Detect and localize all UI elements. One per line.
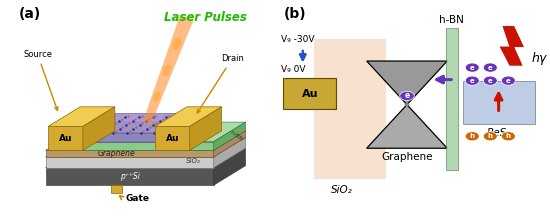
Ellipse shape [173, 38, 182, 50]
Text: SiO₂: SiO₂ [331, 185, 353, 195]
Text: V₉ -30V: V₉ -30V [280, 35, 314, 44]
Text: h-BN: h-BN [228, 130, 244, 143]
Ellipse shape [400, 91, 414, 100]
Polygon shape [213, 148, 245, 185]
Ellipse shape [163, 65, 171, 76]
FancyBboxPatch shape [283, 78, 336, 109]
Polygon shape [46, 131, 245, 150]
Polygon shape [213, 131, 245, 157]
Polygon shape [46, 168, 213, 185]
Text: ReS₂: ReS₂ [90, 119, 108, 128]
Polygon shape [83, 107, 115, 150]
Text: p⁺⁺Si: p⁺⁺Si [119, 172, 140, 181]
Text: SiO₂: SiO₂ [185, 158, 200, 164]
Polygon shape [48, 107, 115, 126]
Text: Gate: Gate [119, 194, 150, 203]
Polygon shape [155, 126, 190, 150]
Polygon shape [53, 122, 245, 142]
Text: Au: Au [301, 89, 318, 99]
Polygon shape [46, 148, 245, 168]
Polygon shape [213, 137, 245, 168]
Polygon shape [53, 142, 213, 150]
Polygon shape [500, 26, 524, 65]
Text: Au: Au [59, 134, 72, 143]
Text: e: e [488, 65, 493, 71]
Ellipse shape [465, 132, 479, 141]
Polygon shape [314, 39, 386, 179]
Ellipse shape [502, 76, 515, 85]
Polygon shape [367, 61, 447, 105]
Text: e: e [506, 78, 511, 84]
Ellipse shape [404, 103, 409, 106]
FancyBboxPatch shape [446, 28, 458, 170]
Text: Au: Au [166, 134, 179, 143]
Text: (b): (b) [283, 7, 306, 20]
Text: h: h [488, 133, 493, 139]
Text: e: e [470, 78, 475, 84]
Polygon shape [46, 137, 245, 157]
Text: ReS₂: ReS₂ [486, 128, 511, 138]
Text: h: h [506, 133, 511, 139]
Polygon shape [46, 157, 213, 168]
Text: e: e [404, 91, 410, 100]
Polygon shape [155, 107, 222, 126]
Text: e: e [488, 78, 493, 84]
Text: Source: Source [23, 50, 58, 110]
Polygon shape [142, 16, 194, 124]
Text: hγ: hγ [531, 52, 547, 65]
Text: V₉ 0V: V₉ 0V [280, 65, 305, 74]
Polygon shape [53, 133, 187, 142]
Text: Laser Pulses: Laser Pulses [164, 11, 247, 24]
Polygon shape [187, 113, 219, 142]
FancyBboxPatch shape [111, 185, 122, 193]
Ellipse shape [483, 76, 497, 85]
Ellipse shape [483, 63, 497, 72]
Polygon shape [367, 105, 447, 148]
Text: h: h [470, 133, 475, 139]
Polygon shape [213, 122, 245, 150]
Ellipse shape [502, 132, 515, 141]
Polygon shape [46, 150, 213, 157]
Ellipse shape [465, 76, 479, 85]
Ellipse shape [483, 132, 497, 141]
Ellipse shape [153, 92, 161, 102]
Text: e: e [470, 65, 475, 71]
Text: Graphene: Graphene [381, 152, 433, 162]
Text: Graphene: Graphene [97, 149, 135, 158]
Polygon shape [190, 107, 222, 150]
Text: Drain: Drain [197, 54, 244, 113]
Text: h-BN: h-BN [439, 15, 464, 25]
Polygon shape [48, 126, 83, 150]
Text: (a): (a) [19, 7, 41, 20]
Polygon shape [53, 113, 219, 133]
Ellipse shape [465, 63, 479, 72]
FancyBboxPatch shape [463, 81, 535, 124]
